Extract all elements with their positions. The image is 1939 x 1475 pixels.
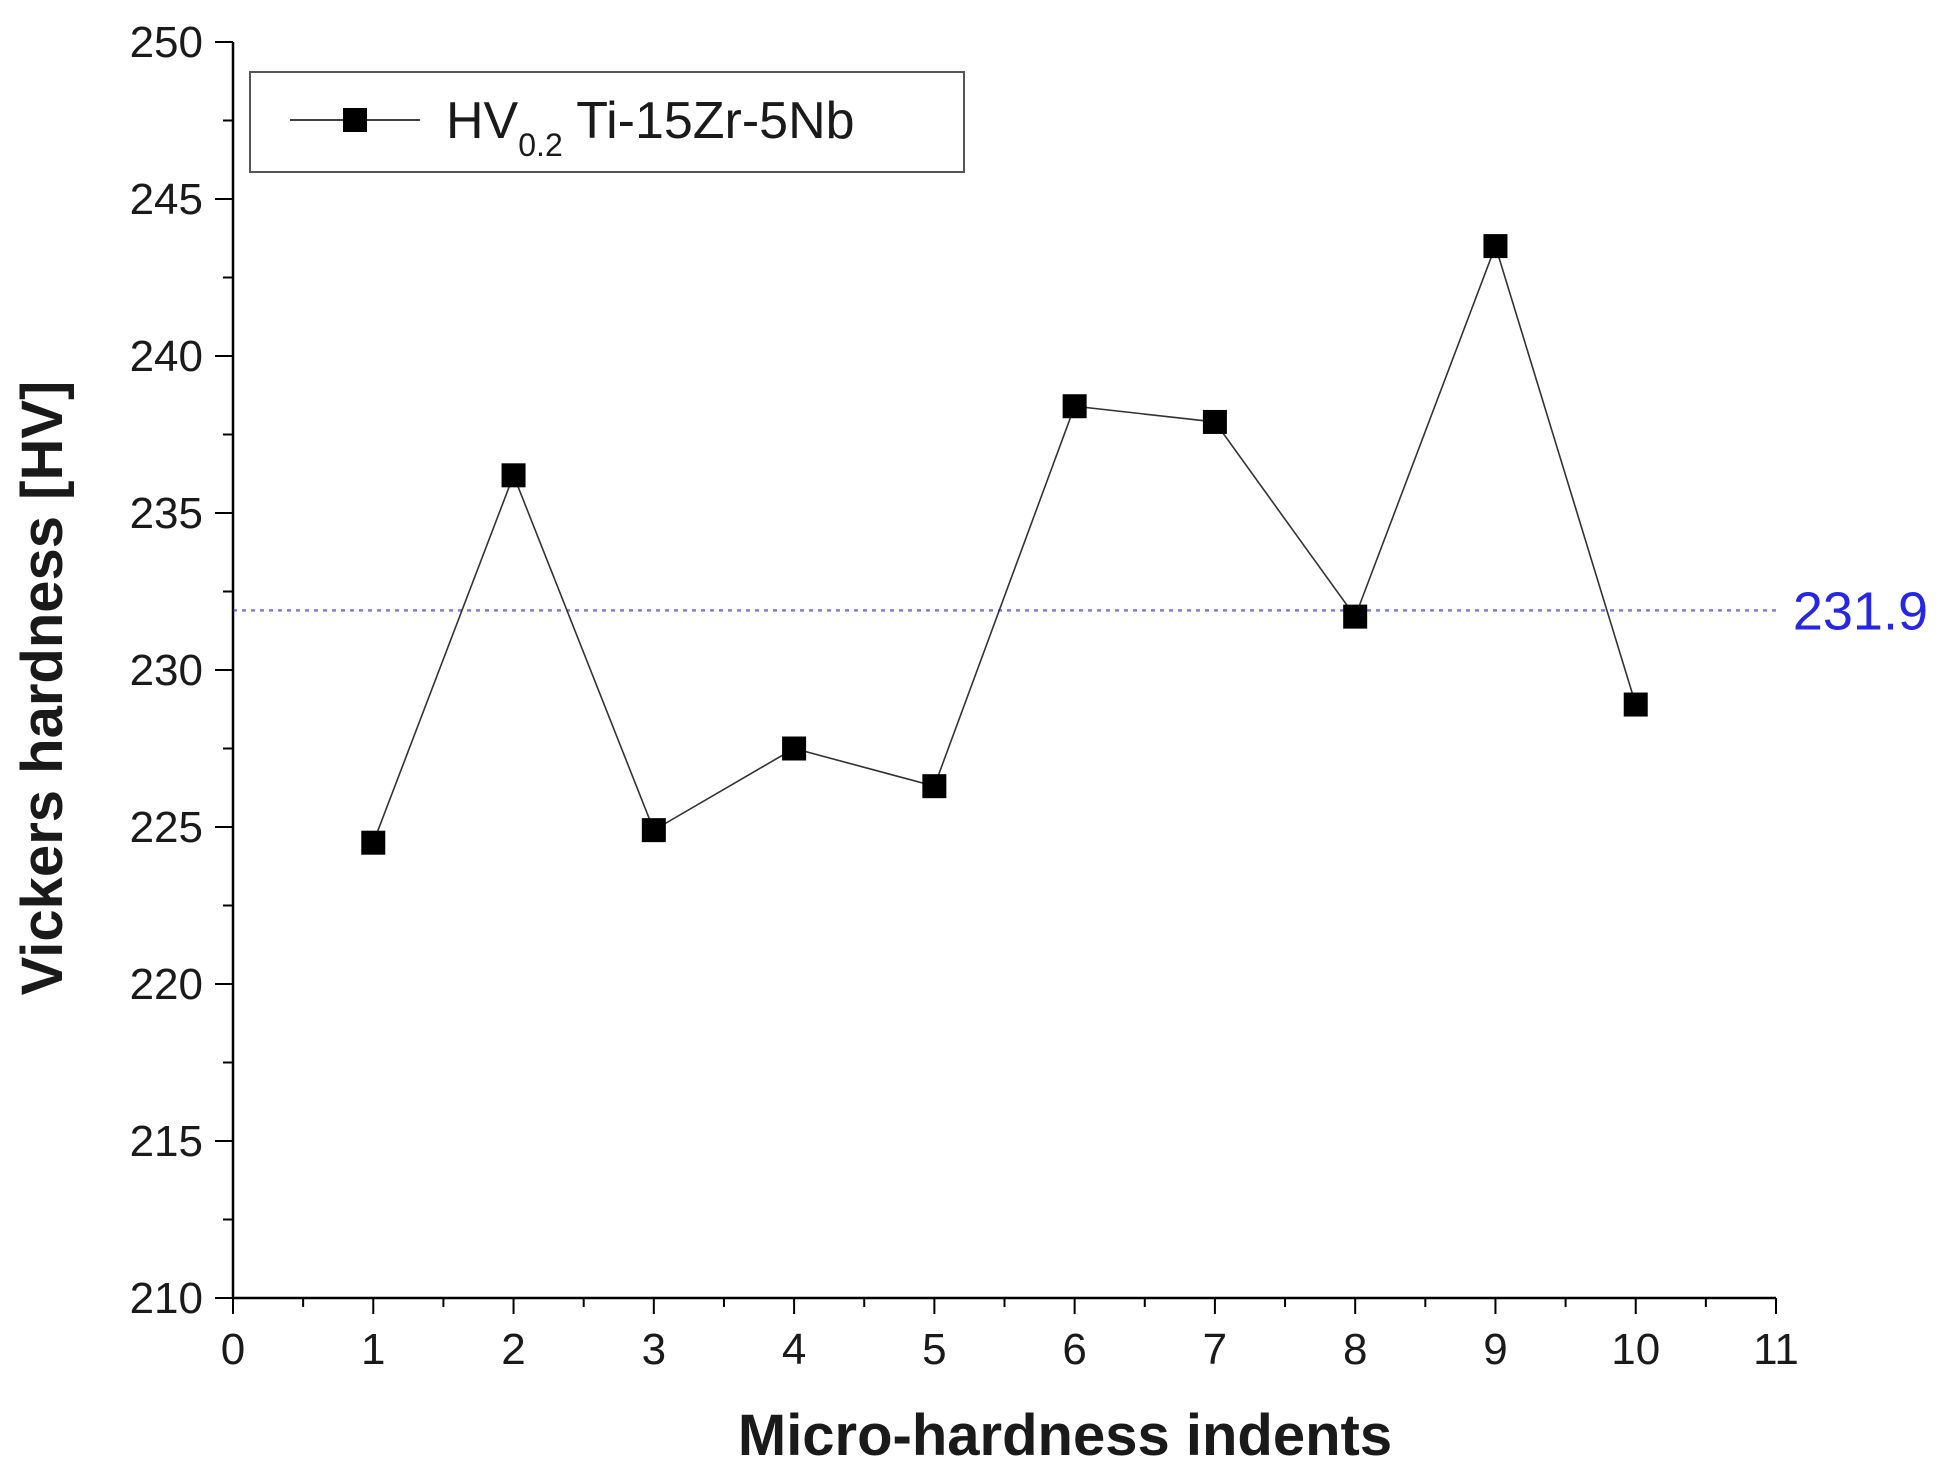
x-tick-label: 2 xyxy=(501,1325,525,1374)
x-tick-label: 10 xyxy=(1611,1325,1660,1374)
series-line xyxy=(372,243,1637,843)
legend-box xyxy=(249,71,965,173)
y-axis-title: Vickers hardness [HV] xyxy=(10,381,75,996)
data-point xyxy=(922,774,947,799)
data-point xyxy=(1343,604,1368,629)
y-tick-label: 225 xyxy=(130,803,203,852)
x-tick-label: 3 xyxy=(642,1325,666,1374)
x-tick-label: 0 xyxy=(221,1325,245,1374)
x-axis-title: Micro-hardness indents xyxy=(738,1403,1392,1468)
legend-label-main: HV xyxy=(446,92,519,150)
y-tick-label: 220 xyxy=(130,960,203,1009)
y-tick-label: 235 xyxy=(130,489,203,538)
data-point xyxy=(1062,394,1087,419)
y-tick-label: 240 xyxy=(130,332,203,381)
x-tick-label: 4 xyxy=(782,1325,806,1374)
y-tick-label: 250 xyxy=(130,18,203,67)
legend-label-sub: 0.2 xyxy=(518,127,562,163)
axes: 0 1 2 3 4 5 6 7 8 9 10 11 210 215 220 225 230 235 240 245 25… xyxy=(130,18,1799,1374)
reference-line-group: 231.9 xyxy=(233,581,1928,641)
legend: HV0.2 Ti-15Zr-5Nb xyxy=(249,71,965,173)
x-tick-label: 1 xyxy=(361,1325,385,1374)
y-tick-label: 210 xyxy=(130,1274,203,1323)
y-tick-label: 230 xyxy=(130,646,203,695)
data-point xyxy=(782,736,807,761)
reference-line-label: 231.9 xyxy=(1793,581,1928,641)
legend-marker xyxy=(343,108,367,132)
data-point xyxy=(501,463,526,488)
data-point xyxy=(361,830,386,855)
data-point xyxy=(641,818,666,843)
legend-label: HV0.2 Ti-15Zr-5Nb xyxy=(446,92,855,163)
y-tick-label: 215 xyxy=(130,1117,203,1166)
x-tick-label: 9 xyxy=(1483,1325,1507,1374)
data-point xyxy=(1623,692,1648,717)
y-tick-label: 245 xyxy=(130,175,203,224)
x-tick-label: 6 xyxy=(1062,1325,1086,1374)
x-tick-label: 7 xyxy=(1203,1325,1227,1374)
x-tick-label: 11 xyxy=(1753,1325,1799,1374)
series-group xyxy=(361,234,1648,855)
legend-label-rest: Ti-15Zr-5Nb xyxy=(563,92,855,150)
x-tick-label: 5 xyxy=(922,1325,946,1374)
data-point xyxy=(1483,234,1508,259)
data-point xyxy=(1202,409,1227,434)
x-tick-label: 8 xyxy=(1343,1325,1367,1374)
